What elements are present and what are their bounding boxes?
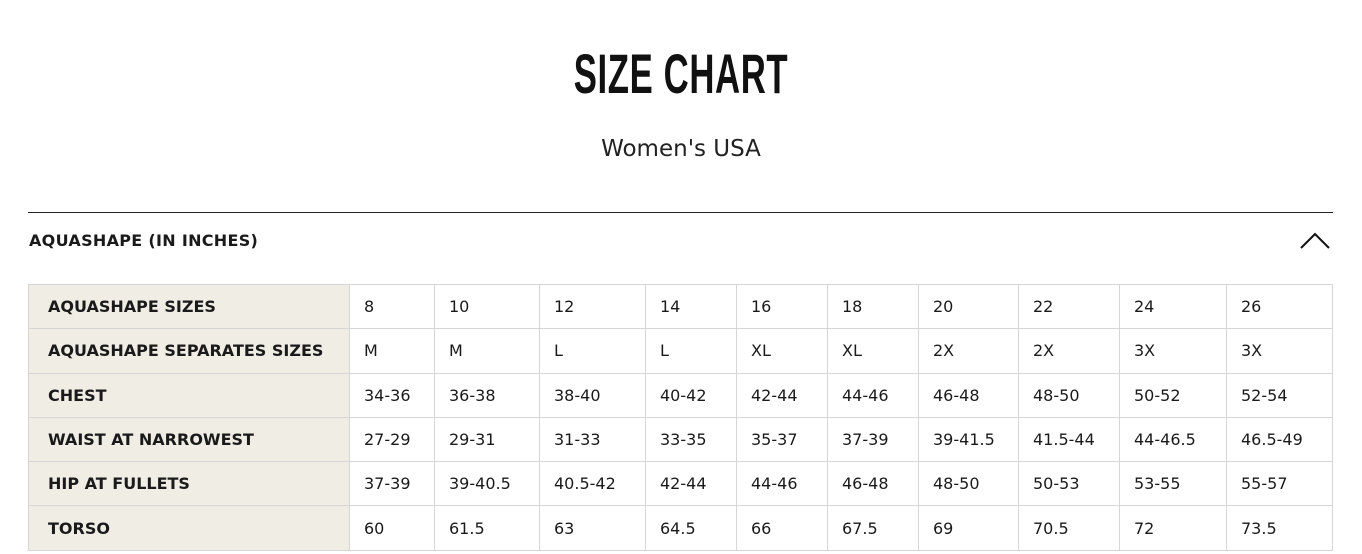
table-cell: 50-53 <box>1018 461 1120 507</box>
table-cell: L <box>539 328 646 374</box>
table-cell: 50-52 <box>1119 372 1227 418</box>
table-cell: 44-46 <box>736 461 828 507</box>
table-cell: 63 <box>539 505 646 551</box>
table-cell: 40-42 <box>645 372 737 418</box>
table-cell: L <box>645 328 737 374</box>
table-cell: 66 <box>736 505 828 551</box>
table-cell: 18 <box>827 283 919 330</box>
table-cell: 42-44 <box>645 461 737 507</box>
table-cell: 26 <box>1226 283 1333 330</box>
row-label: TORSO <box>28 505 350 551</box>
row-label: AQUASHAPE SIZES <box>28 283 350 330</box>
table-cell: 3X <box>1119 328 1227 374</box>
table-cell: 22 <box>1018 283 1120 330</box>
table-cell: 69 <box>918 505 1019 551</box>
size-chart-table: AQUASHAPE SIZES 8 10 12 14 16 18 20 22 24 26 AQUASH… <box>28 283 1333 551</box>
table-cell: 8 <box>349 283 435 330</box>
table-row: WAIST AT NARROWEST 27-29 29-31 31-33 33-35 35… <box>28 416 1333 463</box>
table-cell: 60 <box>349 505 435 551</box>
table-cell: 61.5 <box>434 505 540 551</box>
table-cell: 48-50 <box>918 461 1019 507</box>
table-cell: 52-54 <box>1226 372 1333 418</box>
table-cell: 70.5 <box>1018 505 1120 551</box>
table-cell: 2X <box>918 328 1019 374</box>
divider <box>28 212 1333 213</box>
table-cell: 20 <box>918 283 1019 330</box>
table-cell: 27-29 <box>349 416 435 463</box>
table-cell: 48-50 <box>1018 372 1120 418</box>
section-header[interactable]: AQUASHAPE (IN INCHES) <box>29 231 259 250</box>
table-cell: 37-39 <box>827 416 919 463</box>
row-label: WAIST AT NARROWEST <box>28 416 350 463</box>
table-cell: 73.5 <box>1226 505 1333 551</box>
table-cell: 46.5-49 <box>1226 416 1333 463</box>
table-cell: XL <box>736 328 828 374</box>
row-label: CHEST <box>28 372 350 418</box>
row-label: HIP AT FULLETS <box>28 461 350 507</box>
region-subtitle: Women's USA <box>601 136 761 162</box>
table-cell: 39-41.5 <box>918 416 1019 463</box>
table-cell: 44-46.5 <box>1119 416 1227 463</box>
table-cell: 46-48 <box>918 372 1019 418</box>
table-cell: 35-37 <box>736 416 828 463</box>
table-cell: M <box>349 328 435 374</box>
table-cell: M <box>434 328 540 374</box>
table-cell: 41.5-44 <box>1018 416 1120 463</box>
table-cell: 40.5-42 <box>539 461 646 507</box>
table-cell: 53-55 <box>1119 461 1227 507</box>
table-cell: 36-38 <box>434 372 540 418</box>
table-cell: XL <box>827 328 919 374</box>
table-cell: 24 <box>1119 283 1227 330</box>
table-cell: 14 <box>645 283 737 330</box>
table-cell: 39-40.5 <box>434 461 540 507</box>
table-row: AQUASHAPE SIZES 8 10 12 14 16 18 20 22 24 26 <box>28 283 1333 330</box>
table-cell: 37-39 <box>349 461 435 507</box>
table-cell: 38-40 <box>539 372 646 418</box>
table-cell: 10 <box>434 283 540 330</box>
table-cell: 2X <box>1018 328 1120 374</box>
table-cell: 34-36 <box>349 372 435 418</box>
table-cell: 64.5 <box>645 505 737 551</box>
table-cell: 46-48 <box>827 461 919 507</box>
chevron-up-icon[interactable] <box>1299 230 1331 250</box>
table-cell: 55-57 <box>1226 461 1333 507</box>
table-cell: 33-35 <box>645 416 737 463</box>
table-row: CHEST 34-36 36-38 38-40 40-42 42-44 44-46 46-48… <box>28 372 1333 418</box>
page-title: SIZE CHART <box>0 44 1362 104</box>
table-row: HIP AT FULLETS 37-39 39-40.5 40.5-42 42-44 44… <box>28 461 1333 507</box>
row-label: AQUASHAPE SEPARATES SIZES <box>28 328 350 374</box>
table-cell: 44-46 <box>827 372 919 418</box>
table-cell: 12 <box>539 283 646 330</box>
table-cell: 67.5 <box>827 505 919 551</box>
page-title-text: SIZE CHART <box>573 42 789 105</box>
table-cell: 16 <box>736 283 828 330</box>
table-cell: 3X <box>1226 328 1333 374</box>
table-cell: 29-31 <box>434 416 540 463</box>
table-cell: 42-44 <box>736 372 828 418</box>
table-row: AQUASHAPE SEPARATES SIZES M M L L XL XL 2X 2X 3X 3… <box>28 328 1333 374</box>
table-row: TORSO 60 61.5 63 64.5 66 67.5 69 70.5 72 73.5 <box>28 505 1333 551</box>
table-cell: 72 <box>1119 505 1227 551</box>
table-cell: 31-33 <box>539 416 646 463</box>
